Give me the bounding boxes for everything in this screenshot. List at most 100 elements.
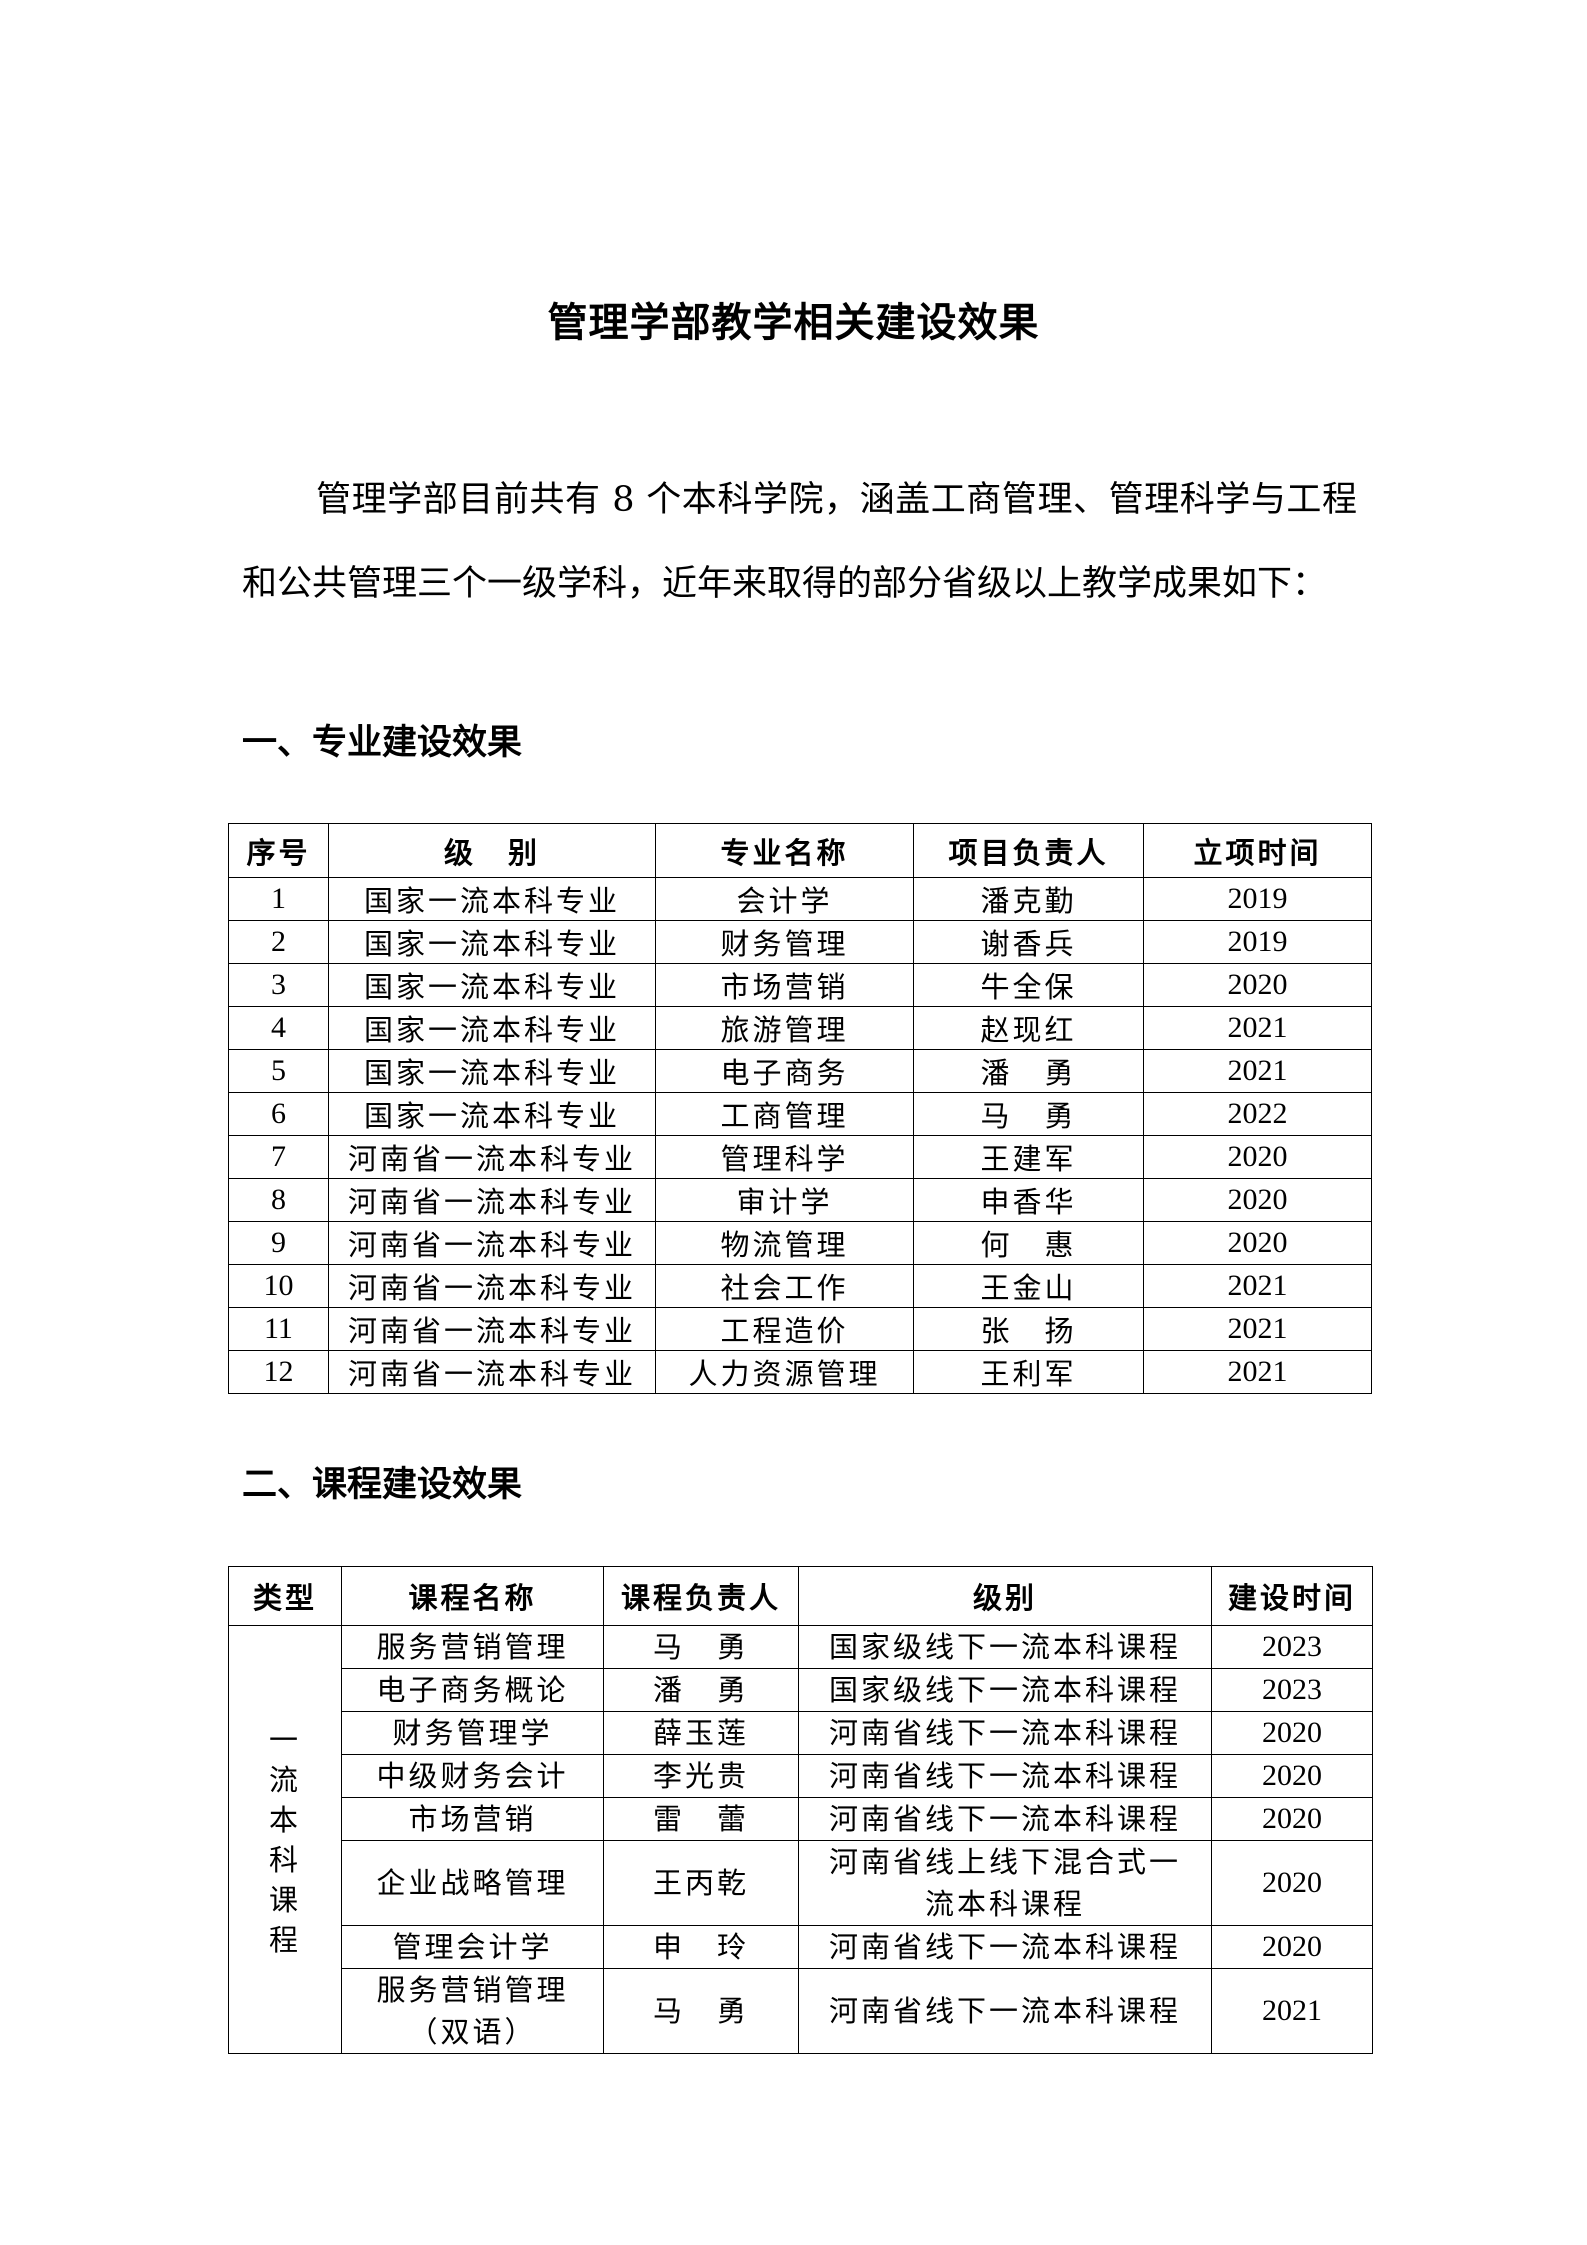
table-cell: 国家级线下一流本科课程 — [798, 1668, 1212, 1712]
table-cell: 2020 — [1211, 1711, 1373, 1755]
table-cell: 谢香兵 — [913, 920, 1144, 964]
table-row: 一流本科课程 服务营销管理马 勇国家级线下一流本科课程 2023 — [228, 1625, 1373, 2054]
table-cell: 河南省一流本科专业 — [328, 1135, 656, 1179]
table-cell: 河南省一流本科专业 — [328, 1350, 656, 1394]
table-row: 电子商务概论潘 勇国家级线下一流本科课程 2023 — [229, 1668, 1373, 1712]
table-cell: 企业战略管理 — [341, 1840, 604, 1926]
table-row: 1 国家一流本科专业 会计学 潘克勤 2019 — [228, 877, 1372, 921]
table-cell: 中级财务会计 — [341, 1754, 604, 1798]
table-cell: 2020 — [1143, 1135, 1372, 1179]
table-cell: 人力资源管理 — [655, 1350, 914, 1394]
table-cell: 审计学 — [655, 1178, 914, 1222]
table-cell: 河南省一流本科专业 — [328, 1307, 656, 1351]
table-row: 财务管理学 薛玉莲 河南省线下一流本科课程 2020 — [229, 1711, 1373, 1755]
table-cell: 河南省线下一流本科课程 — [798, 1797, 1212, 1841]
table-cell: 2019 — [1143, 877, 1372, 921]
table-cell: 4 — [228, 1006, 329, 1050]
table-cell: 工程造价 — [655, 1307, 914, 1351]
table-cell: 财务管理 — [655, 920, 914, 964]
table-cell: 王金山 — [913, 1264, 1144, 1308]
table-cell: 10 — [228, 1264, 329, 1308]
table-cell: 王利军 — [913, 1350, 1144, 1394]
table-cell: 国家一流本科专业 — [328, 1092, 656, 1136]
table-cell: 8 — [228, 1178, 329, 1222]
major-construction-table: 序号级 别专业名称 项目负责人 立项时间 1 国家一流本科专业 会计学 潘克勤 2019 2 国… — [228, 823, 1372, 1394]
table-cell: 2021 — [1143, 1049, 1372, 1093]
table-row: 3 国家一流本科专业 市场营销 牛全保 2020 — [228, 963, 1372, 1007]
section1-heading: 一、专业建设效果 — [242, 722, 523, 763]
table-cell: 2020 — [1211, 1925, 1373, 1969]
table-row: 8 河南省一流本科专业 审计学 申香华 2020 — [228, 1178, 1372, 1222]
table-cell: 河南省线下一流本科课程 — [798, 1968, 1212, 2054]
table-cell: 申香华 — [913, 1178, 1144, 1222]
table-cell: 河南省一流本科专业 — [328, 1264, 656, 1308]
table-cell: 7 — [228, 1135, 329, 1179]
table-cell: 2023 — [1211, 1668, 1373, 1712]
table-cell: 2021 — [1143, 1307, 1372, 1351]
table-row: 9 河南省一流本科专业 物流管理何 惠 2020 — [228, 1221, 1372, 1265]
table-row: 2 国家一流本科专业 财务管理 谢香兵 2019 — [228, 920, 1372, 964]
table-cell: 市场营销 — [341, 1797, 604, 1841]
table-cell: 旅游管理 — [655, 1006, 914, 1050]
column-header: 级 别 — [328, 823, 656, 878]
table-cell: 会计学 — [655, 877, 914, 921]
table-cell: 潘 勇 — [913, 1049, 1144, 1093]
table-cell: 2020 — [1211, 1754, 1373, 1798]
table-cell: 11 — [228, 1307, 329, 1351]
table-cell: 3 — [228, 963, 329, 1007]
table-row: 4 国家一流本科专业 旅游管理 赵现红 2021 — [228, 1006, 1372, 1050]
table-cell: 2021 — [1211, 1968, 1373, 2054]
table-cell: 2020 — [1211, 1840, 1373, 1926]
table-cell: 河南省线上线下混合式一流本科课程 — [798, 1840, 1212, 1926]
table-cell: 国家级线下一流本科课程 — [798, 1625, 1212, 1669]
table-cell: 12 — [228, 1350, 329, 1394]
table-cell: 2020 — [1143, 1178, 1372, 1222]
table-row: 服务营销管理（双语）马 勇河南省线下一流本科课程 2021 — [229, 1968, 1373, 2054]
table-cell: 马 勇 — [603, 1625, 799, 1669]
table-cell: 潘克勤 — [913, 877, 1144, 921]
table-cell: 国家一流本科专业 — [328, 963, 656, 1007]
table-cell: 2022 — [1143, 1092, 1372, 1136]
page-title: 管理学部教学相关建设效果 — [547, 299, 1040, 346]
column-header: 级别 — [798, 1566, 1212, 1626]
table-cell: 电子商务概论 — [341, 1668, 604, 1712]
table-cell: 国家一流本科专业 — [328, 1049, 656, 1093]
column-header: 序号 — [228, 823, 329, 878]
table-cell: 2019 — [1143, 920, 1372, 964]
table-cell: 管理科学 — [655, 1135, 914, 1179]
table-row: 10 河南省一流本科专业 社会工作 王金山 2021 — [228, 1264, 1372, 1308]
table-cell: 马 勇 — [603, 1968, 799, 2054]
column-header: 项目负责人 — [913, 823, 1144, 878]
table-cell: 国家一流本科专业 — [328, 1006, 656, 1050]
intro-paragraph: 管理学部目前共有 8 个本科学院，涵盖工商管理、管理科学与工程和公共管理三个一级… — [242, 480, 1357, 604]
column-header: 课程负责人 — [603, 1566, 799, 1626]
table-cell: 工商管理 — [655, 1092, 914, 1136]
table-row: 市场营销雷 蕾河南省线下一流本科课程 2020 — [229, 1797, 1373, 1841]
table-cell: 服务营销管理 — [341, 1625, 604, 1669]
table-cell: 河南省线下一流本科课程 — [798, 1754, 1212, 1798]
table-cell: 马 勇 — [913, 1092, 1144, 1136]
table-cell: 雷 蕾 — [603, 1797, 799, 1841]
table-cell: 王建军 — [913, 1135, 1144, 1179]
table-cell: 2021 — [1143, 1006, 1372, 1050]
table-cell: 何 惠 — [913, 1221, 1144, 1265]
table-cell: 2020 — [1143, 1221, 1372, 1265]
table-cell: 河南省一流本科专业 — [328, 1178, 656, 1222]
table-cell: 电子商务 — [655, 1049, 914, 1093]
table-cell: 2020 — [1211, 1797, 1373, 1841]
table-row: 11 河南省一流本科专业 工程造价张 扬 2021 — [228, 1307, 1372, 1351]
table-cell: 财务管理学 — [341, 1711, 604, 1755]
table-cell: 王丙乾 — [603, 1840, 799, 1926]
table-row: 7 河南省一流本科专业 管理科学 王建军 2020 — [228, 1135, 1372, 1179]
table-cell: 服务营销管理（双语） — [341, 1968, 604, 2054]
table-cell: 市场营销 — [655, 963, 914, 1007]
column-header: 专业名称 — [655, 823, 914, 878]
table-cell: 5 — [228, 1049, 329, 1093]
table-row: 12 河南省一流本科专业 人力资源管理 王利军 2021 — [228, 1350, 1372, 1394]
table-cell: 河南省一流本科专业 — [328, 1221, 656, 1265]
table-cell: 潘 勇 — [603, 1668, 799, 1712]
table-cell: 赵现红 — [913, 1006, 1144, 1050]
column-header: 类型 — [228, 1566, 342, 1626]
table-cell: 2021 — [1143, 1264, 1372, 1308]
column-header: 建设时间 — [1211, 1566, 1373, 1626]
